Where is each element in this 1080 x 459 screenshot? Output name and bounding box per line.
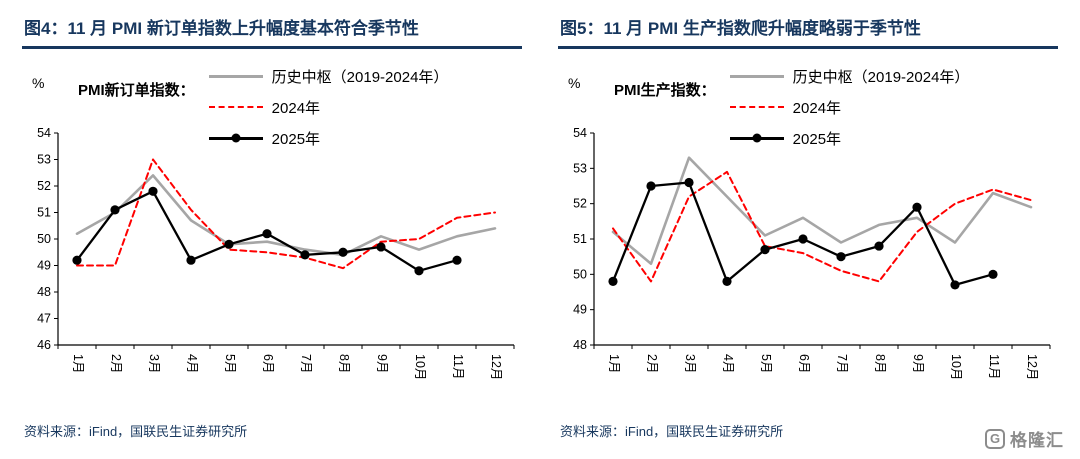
history-line-sample-icon bbox=[729, 75, 784, 78]
svg-text:12月: 12月 bbox=[489, 354, 503, 380]
svg-text:52: 52 bbox=[573, 197, 587, 211]
panel-figure-5: 图5：11 月 PMI 生产指数爬升幅度略弱于季节性 % 48 49 50 51 52 5… bbox=[558, 10, 1058, 459]
svg-text:10月: 10月 bbox=[413, 354, 427, 380]
svg-text:48: 48 bbox=[573, 338, 587, 352]
svg-text:48: 48 bbox=[37, 285, 51, 299]
marker-line-sample-icon bbox=[208, 133, 263, 143]
figure-5-title: 图5：11 月 PMI 生产指数爬升幅度略弱于季节性 bbox=[558, 10, 1058, 49]
legend-label: 2025年 bbox=[792, 131, 842, 148]
legend-label: 2025年 bbox=[271, 131, 321, 148]
svg-text:47: 47 bbox=[37, 312, 51, 326]
svg-text:51: 51 bbox=[37, 206, 51, 220]
svg-text:7月: 7月 bbox=[299, 354, 313, 373]
figure-5-chart-area: % 48 49 50 51 52 53 54 1月 2月 3月 4月 5月 6月 7月 8月 9月 10月 11月… bbox=[558, 49, 1058, 409]
history-line-sample-icon bbox=[208, 75, 263, 78]
svg-text:50: 50 bbox=[573, 267, 587, 281]
svg-text:2月: 2月 bbox=[645, 354, 659, 373]
legend-label: 2024年 bbox=[792, 100, 842, 117]
gelonghui-logo-text: 格隆汇 bbox=[1010, 431, 1064, 450]
svg-text:54: 54 bbox=[573, 126, 587, 140]
svg-text:7月: 7月 bbox=[835, 354, 849, 373]
svg-text:8月: 8月 bbox=[337, 354, 351, 373]
legend-item-2025: 2025年 bbox=[729, 123, 970, 154]
svg-text:53: 53 bbox=[573, 161, 587, 175]
legend-item-history: 历史中枢（2019-2024年） bbox=[208, 61, 449, 92]
svg-text:5月: 5月 bbox=[759, 354, 773, 373]
dashed-line-sample-icon bbox=[729, 106, 784, 109]
figure-4-title: 图4：11 月 PMI 新订单指数上升幅度基本符合季节性 bbox=[22, 10, 522, 49]
svg-text:3月: 3月 bbox=[683, 354, 697, 373]
svg-text:9月: 9月 bbox=[911, 354, 925, 373]
svg-text:1月: 1月 bbox=[607, 354, 621, 373]
marker-line-sample-icon bbox=[729, 133, 784, 143]
svg-text:8月: 8月 bbox=[873, 354, 887, 373]
gelonghui-logo-icon: G bbox=[985, 428, 1005, 449]
source-note: 资料来源：iFind，国联民生证券研究所 bbox=[560, 424, 784, 439]
svg-text:6月: 6月 bbox=[797, 354, 811, 373]
legend-heading: PMI生产指数： bbox=[614, 82, 716, 99]
svg-text:10月: 10月 bbox=[949, 354, 963, 380]
svg-text:5月: 5月 bbox=[223, 354, 237, 373]
legend-item-2024: 2024年 bbox=[729, 92, 970, 123]
legend-item-2024: 2024年 bbox=[208, 92, 449, 123]
y-axis-unit-label: % bbox=[568, 75, 581, 91]
legend: PMI生产指数： 历史中枢（2019-2024年） 2024年 2025年 bbox=[614, 61, 969, 154]
svg-text:1月: 1月 bbox=[71, 354, 85, 373]
legend-label: 历史中枢（2019-2024年） bbox=[271, 69, 449, 86]
svg-text:4月: 4月 bbox=[721, 354, 735, 373]
svg-text:50: 50 bbox=[37, 232, 51, 246]
svg-text:9月: 9月 bbox=[375, 354, 389, 373]
svg-text:11月: 11月 bbox=[987, 354, 1001, 379]
legend-items: 历史中枢（2019-2024年） 2024年 2025年 bbox=[208, 61, 449, 154]
svg-text:53: 53 bbox=[37, 153, 51, 167]
svg-text:3月: 3月 bbox=[147, 354, 161, 373]
svg-text:46: 46 bbox=[37, 338, 51, 352]
svg-text:12月: 12月 bbox=[1025, 354, 1039, 380]
gelonghui-watermark: G 格隆汇 bbox=[985, 426, 1064, 451]
legend-heading: PMI新订单指数： bbox=[78, 82, 195, 99]
svg-text:54: 54 bbox=[37, 126, 51, 140]
legend-items: 历史中枢（2019-2024年） 2024年 2025年 bbox=[729, 61, 970, 154]
legend-label: 2024年 bbox=[271, 100, 321, 117]
svg-text:11月: 11月 bbox=[451, 354, 465, 379]
svg-text:52: 52 bbox=[37, 179, 51, 193]
legend: PMI新订单指数： 历史中枢（2019-2024年） 2024年 2025年 bbox=[78, 61, 448, 154]
svg-text:6月: 6月 bbox=[261, 354, 275, 373]
panel-figure-4: 图4：11 月 PMI 新订单指数上升幅度基本符合季节性 % 46 47 48 49 5… bbox=[22, 10, 522, 459]
new-orders-line-chart: 46 47 48 49 50 51 52 53 54 1月 2月 3月 4月 5月 6月 7月 8月 9月 10月 1… bbox=[37, 126, 515, 380]
svg-text:4月: 4月 bbox=[185, 354, 199, 373]
svg-text:51: 51 bbox=[573, 232, 587, 246]
figure-4-chart-area: % 46 47 48 49 50 51 52 53 54 1月 2月 3月 4月 5月 6月 7月 8月 9月 10… bbox=[22, 49, 522, 409]
legend-item-history: 历史中枢（2019-2024年） bbox=[729, 61, 970, 92]
production-line-chart: 48 49 50 51 52 53 54 1月 2月 3月 4月 5月 6月 7月 8月 9月 10月 11月 12… bbox=[573, 126, 1051, 380]
legend-item-2025: 2025年 bbox=[208, 123, 449, 154]
dashed-line-sample-icon bbox=[208, 106, 263, 109]
svg-text:2月: 2月 bbox=[109, 354, 123, 373]
svg-text:49: 49 bbox=[37, 259, 51, 273]
y-axis-unit-label: % bbox=[32, 75, 45, 91]
legend-label: 历史中枢（2019-2024年） bbox=[792, 69, 970, 86]
source-note: 资料来源：iFind，国联民生证券研究所 bbox=[24, 424, 248, 439]
svg-text:49: 49 bbox=[573, 303, 587, 317]
